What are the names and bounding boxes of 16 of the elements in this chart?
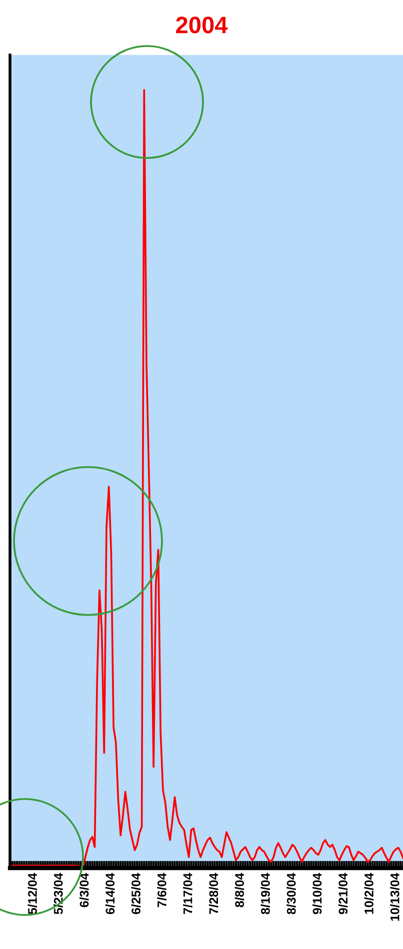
x-tick-label: 7/28/04 <box>208 872 218 914</box>
chart-title: 2004 <box>176 16 228 34</box>
x-tick-label: 10/2/04 <box>364 872 374 914</box>
x-tick-label: 6/3/04 <box>79 872 89 908</box>
x-tick-label: 9/21/04 <box>338 872 348 914</box>
x-tick-label: 8/8/04 <box>234 872 244 908</box>
x-tick-label: 5/12/04 <box>28 872 38 914</box>
x-tick-label: 10/13/04 <box>390 872 400 921</box>
x-tick-label: 7/17/04 <box>183 872 192 914</box>
x-tick-label: 7/6/04 <box>157 872 166 908</box>
x-tick-label: 8/30/04 <box>286 872 296 914</box>
x-tick-label: 9/10/04 <box>312 872 322 914</box>
x-tick-label: 6/25/04 <box>131 872 141 914</box>
x-tick-label: 6/14/04 <box>105 872 115 914</box>
x-tick-label: 8/19/04 <box>260 872 270 914</box>
x-tick-label: 5/23/04 <box>54 872 63 914</box>
